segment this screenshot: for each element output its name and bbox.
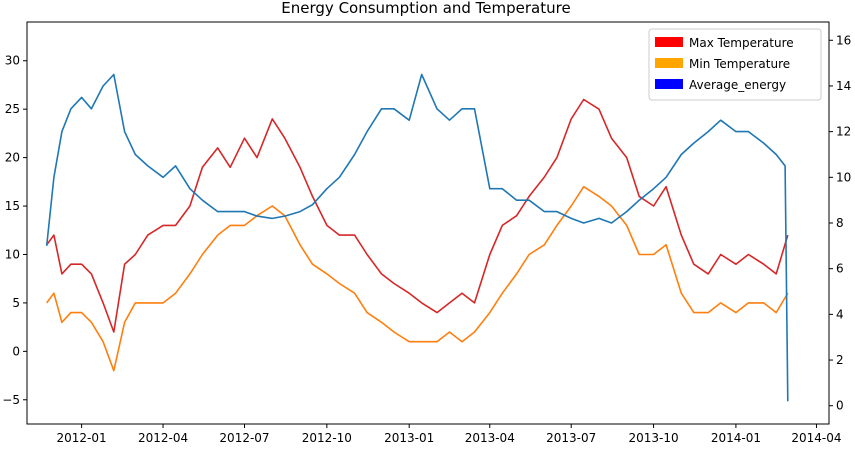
axes-layer: 2012-01 2012-04 2012-07 2012-10 2013-01 2013-… bbox=[2, 33, 851, 445]
x-tick-label: 2013-04 bbox=[465, 431, 515, 445]
y-left-tick-label: 30 bbox=[5, 54, 20, 68]
y-left-tick-label: 0 bbox=[12, 344, 20, 358]
y-right-tick-label: 8 bbox=[836, 216, 844, 230]
x-tick-label: 2013-10 bbox=[628, 431, 678, 445]
legend-label: Max Temperature bbox=[689, 36, 794, 50]
legend-swatch bbox=[655, 37, 683, 47]
legend-label: Min Temperature bbox=[689, 57, 790, 71]
y-right-tick-label: 14 bbox=[836, 79, 851, 93]
x-tick-label: 2012-10 bbox=[302, 431, 352, 445]
legend-swatch bbox=[655, 79, 683, 89]
x-tick-label: 2012-01 bbox=[57, 431, 107, 445]
y-left-tick-label: 20 bbox=[5, 151, 20, 165]
x-tick-label: 2014-01 bbox=[711, 431, 761, 445]
x-tick-label: 2013-07 bbox=[546, 431, 596, 445]
chart-title: Energy Consumption and Temperature bbox=[281, 0, 570, 17]
legend: Max Temperature Min Temperature Average_en… bbox=[648, 28, 822, 101]
x-tick-label: 2012-04 bbox=[138, 431, 188, 445]
y-left-tick-label: 25 bbox=[5, 102, 20, 116]
y-right-tick-label: 4 bbox=[836, 307, 844, 321]
y-right-tick-label: 0 bbox=[836, 399, 844, 413]
y-right-tick-label: 6 bbox=[836, 262, 844, 276]
x-tick-label: 2014-04 bbox=[791, 431, 841, 445]
y-left-tick-label: 15 bbox=[5, 199, 20, 213]
x-tick-label: 2012-07 bbox=[219, 431, 269, 445]
y-left-tick-label: −5 bbox=[2, 393, 20, 407]
series-layer bbox=[45, 73, 789, 402]
y-right-tick-label: 10 bbox=[836, 170, 851, 184]
series-line-average-energy bbox=[45, 73, 789, 402]
x-tick-label: 2013-01 bbox=[384, 431, 434, 445]
y-left-tick-label: 5 bbox=[12, 296, 20, 310]
y-right-tick-label: 12 bbox=[836, 125, 851, 139]
y-left-tick-label: 10 bbox=[5, 247, 20, 261]
legend-label: Average_energy bbox=[689, 78, 786, 92]
legend-box bbox=[648, 28, 822, 101]
legend-swatch bbox=[655, 58, 683, 68]
y-right-tick-label: 2 bbox=[836, 353, 844, 367]
series-line-max-temperature bbox=[46, 98, 789, 333]
series-line-min-temperature bbox=[46, 185, 789, 372]
y-right-tick-label: 16 bbox=[836, 33, 851, 47]
